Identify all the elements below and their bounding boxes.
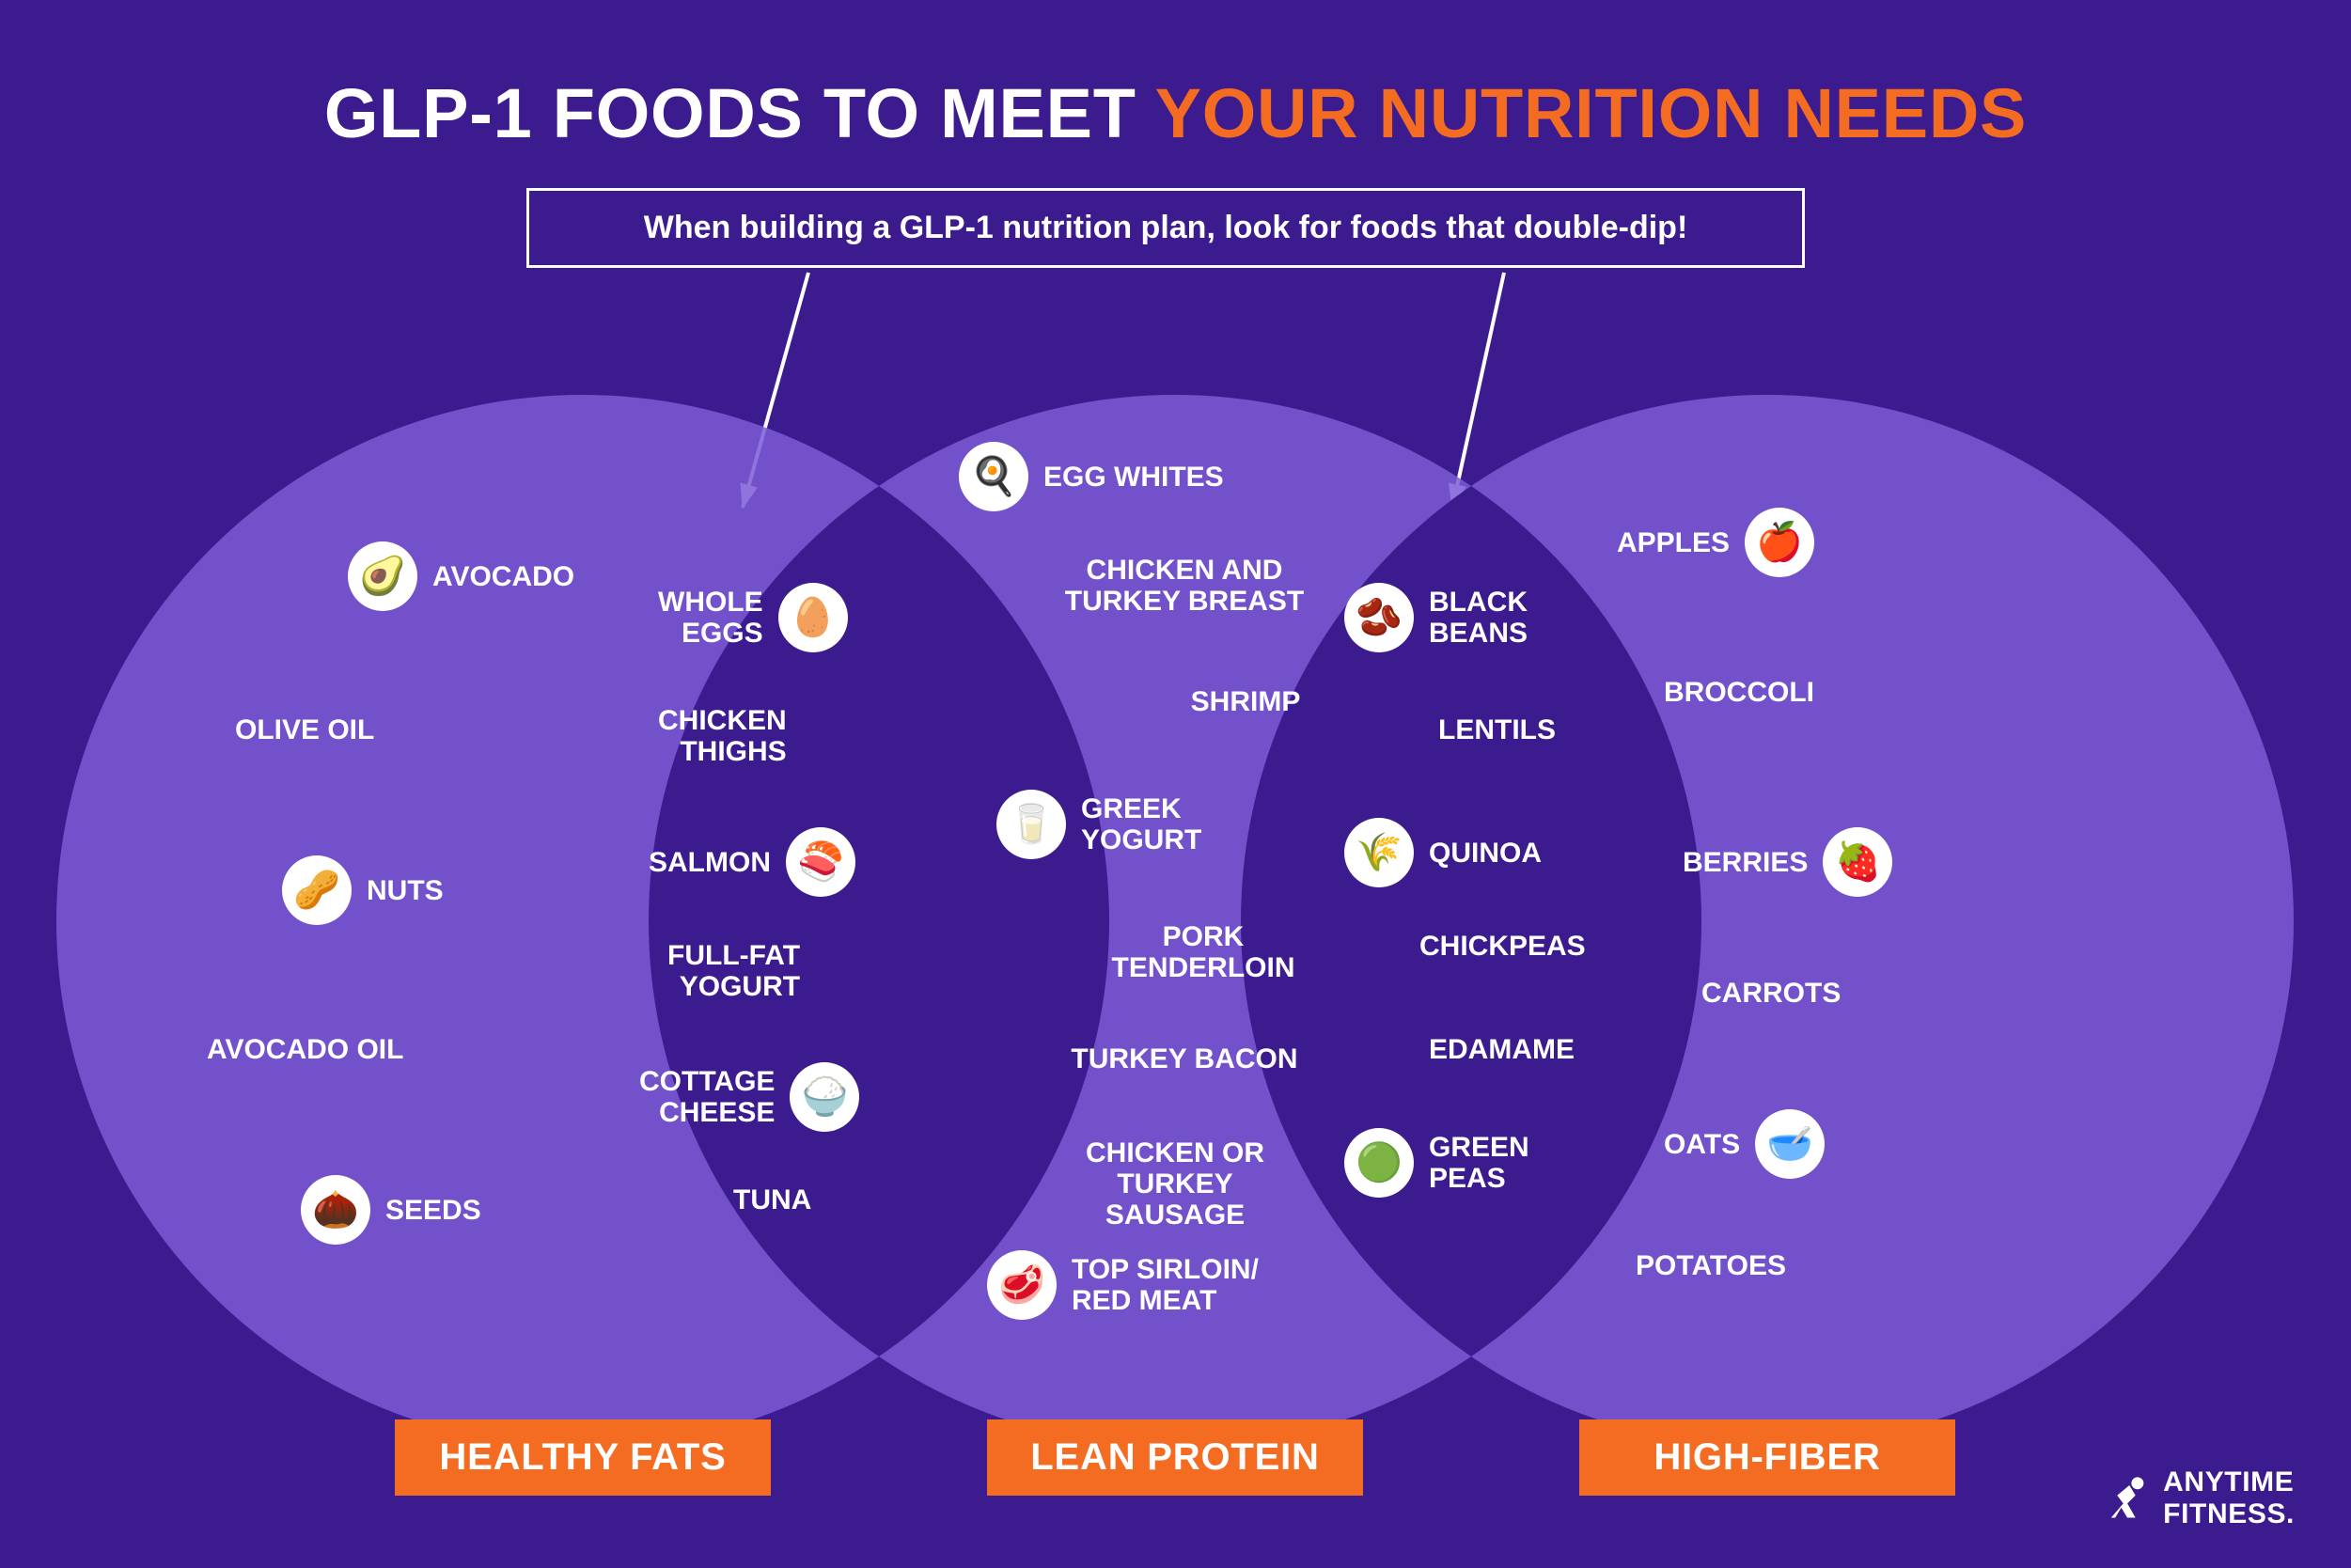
food-label: TURKEY BACON [1071, 1043, 1297, 1074]
brand-logo: ANYTIME FITNESS. [2101, 1466, 2295, 1530]
food-label: FULL-FAT YOGURT [667, 940, 800, 1002]
food-protein-fiber-0: 🫘BLACK BEANS [1344, 583, 1528, 652]
food-lean-protein-1: CHICKEN AND TURKEY BREAST [1062, 555, 1307, 617]
food-label: GREEN PEAS [1429, 1132, 1529, 1194]
food-fats-protein-5: TUNA [733, 1184, 811, 1215]
food-label: NUTS [367, 875, 444, 906]
food-label: CHICKPEAS [1419, 931, 1586, 962]
food-high-fiber-4: 🥣 OATS [1664, 1109, 1825, 1179]
food-icon: 🍎 [1745, 508, 1814, 577]
food-label: COTTAGE CHEESE [639, 1066, 775, 1128]
food-high-fiber-2: 🍓 BERRIES [1683, 827, 1892, 897]
food-icon: 🍚 [790, 1062, 859, 1132]
food-label: EDAMAME [1429, 1034, 1575, 1065]
food-icon: 🥑 [348, 541, 417, 611]
food-label: AVOCADO OIL [207, 1034, 403, 1065]
food-label: QUINOA [1429, 838, 1542, 869]
food-label: OATS [1664, 1129, 1740, 1160]
food-label: BROCCOLI [1664, 677, 1814, 708]
food-icon: 🌰 [301, 1175, 370, 1245]
food-lean-protein-2: SHRIMP [1123, 686, 1368, 717]
food-label: CHICKEN AND TURKEY BREAST [1065, 555, 1304, 617]
food-icon: 🫘 [1344, 583, 1414, 652]
food-label: WHOLE EGGS [658, 587, 763, 649]
food-lean-protein-5: TURKEY BACON [1062, 1043, 1307, 1074]
food-high-fiber-3: CARROTS [1701, 978, 1841, 1009]
runner-icon [2101, 1473, 2152, 1524]
food-label: PORK TENDERLOIN [1112, 921, 1295, 983]
food-healthy-fats-4: 🌰 SEEDS [301, 1175, 481, 1245]
food-label: APPLES [1617, 527, 1730, 558]
food-label: AVOCADO [432, 561, 574, 592]
food-label: TUNA [733, 1184, 811, 1215]
food-label: EGG WHITES [1043, 462, 1224, 493]
food-label: SEEDS [385, 1195, 481, 1226]
food-lean-protein-7: 🥩TOP SIRLOIN/ RED MEAT [987, 1250, 1259, 1320]
food-label: SHRIMP [1191, 686, 1301, 717]
food-icon: 🍳 [959, 442, 1028, 511]
food-label: BLACK BEANS [1429, 587, 1528, 649]
food-high-fiber-0: 🍎 APPLES [1617, 508, 1814, 577]
food-label: CHICKEN OR TURKEY SAUSAGE [1053, 1137, 1297, 1231]
food-high-fiber-1: BROCCOLI [1664, 677, 1814, 708]
infographic-canvas: GLP-1 FOODS TO MEET YOUR NUTRITION NEEDS… [0, 0, 2351, 1568]
food-icon: 🥚 [778, 583, 848, 652]
food-label: LENTILS [1438, 714, 1556, 745]
food-fats-protein-4: 🍚COTTAGE CHEESE [639, 1062, 859, 1132]
food-healthy-fats-2: 🥜 NUTS [282, 855, 444, 925]
food-icon: 🍣 [786, 827, 855, 897]
food-label: BERRIES [1683, 847, 1808, 878]
food-lean-protein-3: 🥛GREEK YOGURT [996, 790, 1201, 859]
food-lean-protein-4: PORK TENDERLOIN [1081, 921, 1325, 983]
food-protein-fiber-1: LENTILS [1438, 714, 1556, 745]
food-lean-protein-6: CHICKEN OR TURKEY SAUSAGE [1053, 1137, 1297, 1231]
food-fats-protein-0: 🥚WHOLE EGGS [658, 583, 848, 652]
category-healthy-fats: HEALTHY FATS [395, 1419, 771, 1496]
food-healthy-fats-1: OLIVE OIL [235, 714, 374, 745]
food-icon: 🍓 [1823, 827, 1892, 897]
food-label: TOP SIRLOIN/ RED MEAT [1072, 1254, 1259, 1316]
brand-line-1: ANYTIME [2163, 1466, 2295, 1498]
food-label: GREEK YOGURT [1081, 793, 1201, 855]
food-icon: 🥣 [1755, 1109, 1825, 1179]
food-icon: 🥩 [987, 1250, 1057, 1320]
venn-diagram [0, 0, 2351, 1568]
food-icon: 🥛 [996, 790, 1066, 859]
food-label: OLIVE OIL [235, 714, 374, 745]
food-protein-fiber-2: 🌾 QUINOA [1344, 818, 1542, 887]
food-lean-protein-0: 🍳 EGG WHITES [959, 442, 1224, 511]
food-fats-protein-2: 🍣 SALMON [649, 827, 855, 897]
food-label: CHICKEN THIGHS [658, 705, 787, 767]
category-lean-protein: LEAN PROTEIN [987, 1419, 1363, 1496]
category-high-fiber: HIGH-FIBER [1579, 1419, 1955, 1496]
food-fats-protein-3: FULL-FAT YOGURT [667, 940, 800, 1002]
food-label: SALMON [649, 847, 771, 878]
food-protein-fiber-5: 🟢GREEN PEAS [1344, 1128, 1529, 1198]
food-fats-protein-1: CHICKEN THIGHS [658, 705, 787, 767]
food-healthy-fats-0: 🥑 AVOCADO [348, 541, 574, 611]
food-protein-fiber-4: EDAMAME [1429, 1034, 1575, 1065]
food-high-fiber-5: POTATOES [1636, 1250, 1786, 1281]
food-label: POTATOES [1636, 1250, 1786, 1281]
food-icon: 🟢 [1344, 1128, 1414, 1198]
food-label: CARROTS [1701, 978, 1841, 1009]
food-protein-fiber-3: CHICKPEAS [1419, 931, 1586, 962]
brand-line-2: FITNESS. [2163, 1498, 2295, 1530]
food-icon: 🌾 [1344, 818, 1414, 887]
food-icon: 🥜 [282, 855, 352, 925]
food-healthy-fats-3: AVOCADO OIL [207, 1034, 403, 1065]
